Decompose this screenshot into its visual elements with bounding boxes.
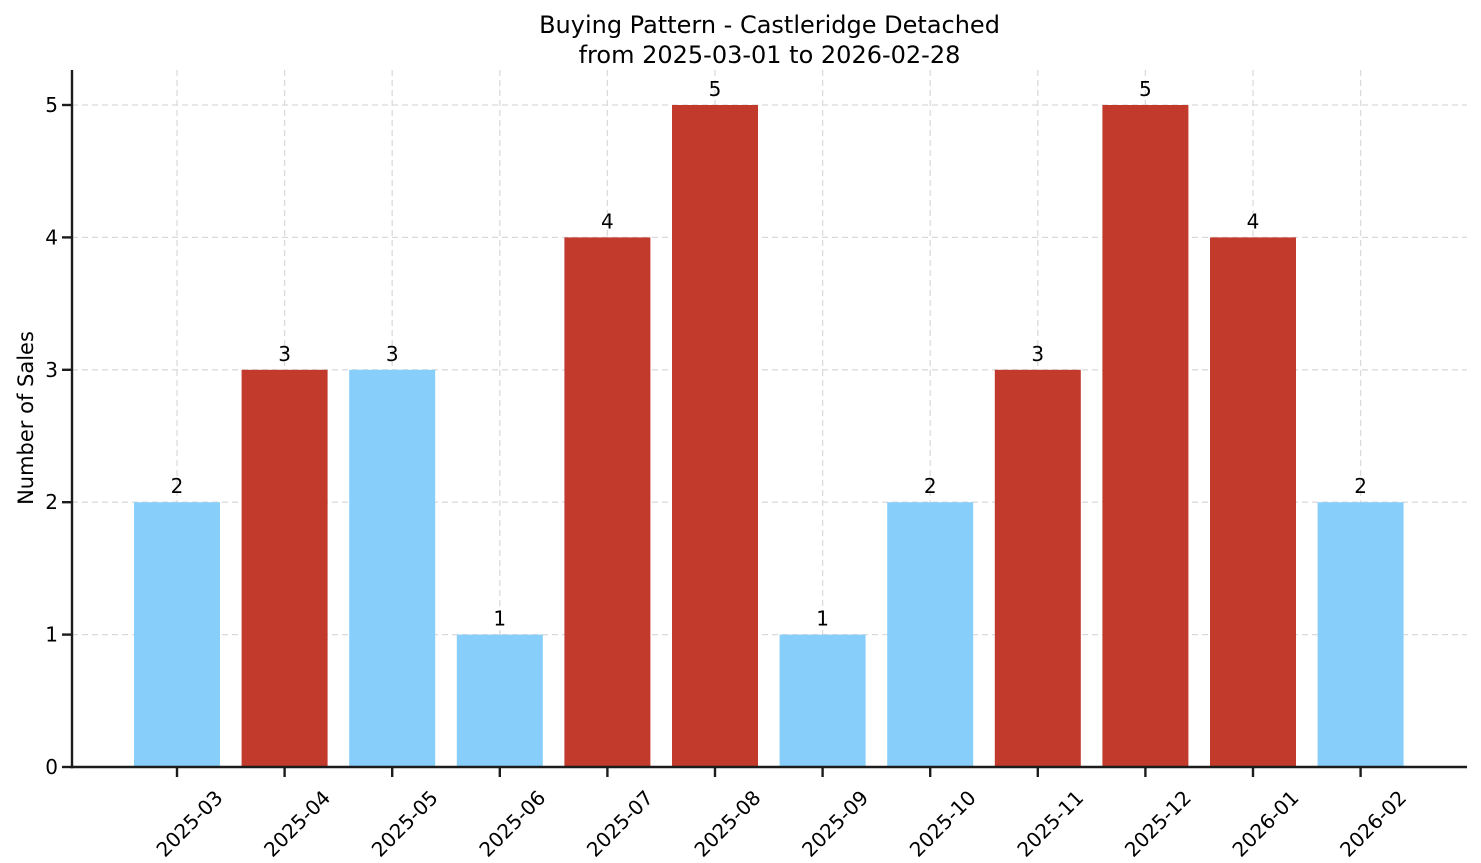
bar-value-label: 3 [1031, 342, 1044, 366]
bar [779, 634, 866, 767]
x-tick-label: 2025-05 [367, 786, 443, 862]
bar-value-label: 4 [1247, 209, 1260, 233]
x-tick-label: 2026-01 [1227, 786, 1303, 862]
bar [564, 237, 651, 767]
bar [1317, 502, 1404, 767]
x-tick-label: 2025-09 [797, 786, 873, 862]
y-tick-label: 4 [45, 225, 58, 249]
bar-value-label: 3 [386, 342, 399, 366]
bar [349, 369, 436, 767]
chart-subtitle: from 2025-03-01 to 2026-02-28 [578, 41, 961, 69]
y-tick-label: 5 [45, 93, 58, 117]
bar-value-label: 2 [171, 474, 184, 498]
bar-value-label: 4 [601, 209, 614, 233]
bar-value-label: 2 [924, 474, 937, 498]
bar [241, 369, 328, 767]
y-tick-label: 2 [45, 490, 58, 514]
bar [1102, 105, 1189, 767]
chart-title-block: Buying Pattern - Castleridge Detached fr… [72, 10, 1467, 70]
chart-title: Buying Pattern - Castleridge Detached [539, 11, 1000, 39]
bar-value-label: 5 [1139, 77, 1152, 101]
bar [1210, 237, 1296, 767]
x-tick-label: 2026-02 [1335, 786, 1411, 862]
bar-value-label: 2 [1354, 474, 1367, 498]
x-tick-label: 2025-11 [1012, 786, 1088, 862]
x-tick-label: 2025-12 [1120, 786, 1196, 862]
bar [456, 634, 543, 767]
bar [994, 369, 1081, 767]
x-tick-label: 2025-08 [689, 786, 765, 862]
bar [887, 502, 974, 767]
bar-value-label: 3 [278, 342, 291, 366]
x-tick-label: 2025-06 [474, 786, 550, 862]
bar [134, 502, 220, 767]
y-tick-label: 0 [45, 755, 58, 779]
bar [672, 105, 758, 767]
bar-value-label: 1 [493, 607, 506, 631]
y-tick-label: 1 [45, 623, 58, 647]
x-tick-label: 2025-10 [905, 786, 981, 862]
bar-value-label: 5 [709, 77, 722, 101]
x-tick-label: 2025-07 [582, 786, 658, 862]
y-tick-label: 3 [45, 358, 58, 382]
x-tick-label: 2025-03 [151, 786, 227, 862]
x-tick-label: 2025-04 [259, 786, 335, 862]
bar-value-label: 1 [816, 607, 829, 631]
